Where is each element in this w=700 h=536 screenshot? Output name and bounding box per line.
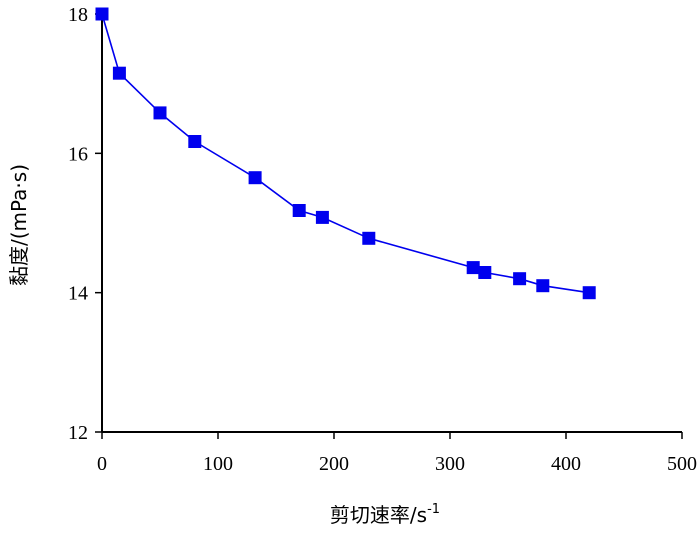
data-point (95, 7, 109, 21)
y-tick-label: 18 (68, 4, 88, 26)
x-tick-label: 500 (667, 453, 697, 475)
data-point (513, 272, 527, 286)
y-tick-label: 14 (68, 283, 88, 305)
x-tick-label: 400 (551, 453, 581, 475)
data-point (478, 266, 492, 279)
x-axis-title-text: 剪切速率/s (330, 503, 427, 527)
tick-labels: 0 100 200 300 400 500 12 14 16 18 (68, 4, 697, 475)
tick-marks (95, 13, 683, 439)
data-point (292, 204, 306, 217)
y-tick-label: 12 (68, 422, 88, 444)
data-point (153, 106, 167, 120)
x-tick-label: 100 (203, 453, 233, 475)
y-tick-label: 16 (68, 143, 88, 165)
data-point (248, 171, 262, 185)
x-axis-title: 剪切速率/s-1 (330, 502, 440, 527)
y-axis-title: 黏度/(mPa·s) (7, 164, 31, 286)
series-line (101, 13, 590, 294)
data-point (466, 261, 480, 275)
data-point (112, 66, 126, 80)
x-tick-label: 0 (97, 453, 107, 475)
x-tick-label: 200 (319, 453, 349, 475)
data-point (315, 210, 329, 224)
data-point (362, 231, 376, 245)
data-point (536, 279, 550, 293)
series-layer (95, 7, 596, 300)
x-axis-title-superscript: -1 (427, 502, 440, 517)
data-point (188, 135, 202, 148)
axes (101, 14, 682, 433)
x-tick-label: 300 (435, 453, 465, 475)
data-point (582, 286, 596, 300)
